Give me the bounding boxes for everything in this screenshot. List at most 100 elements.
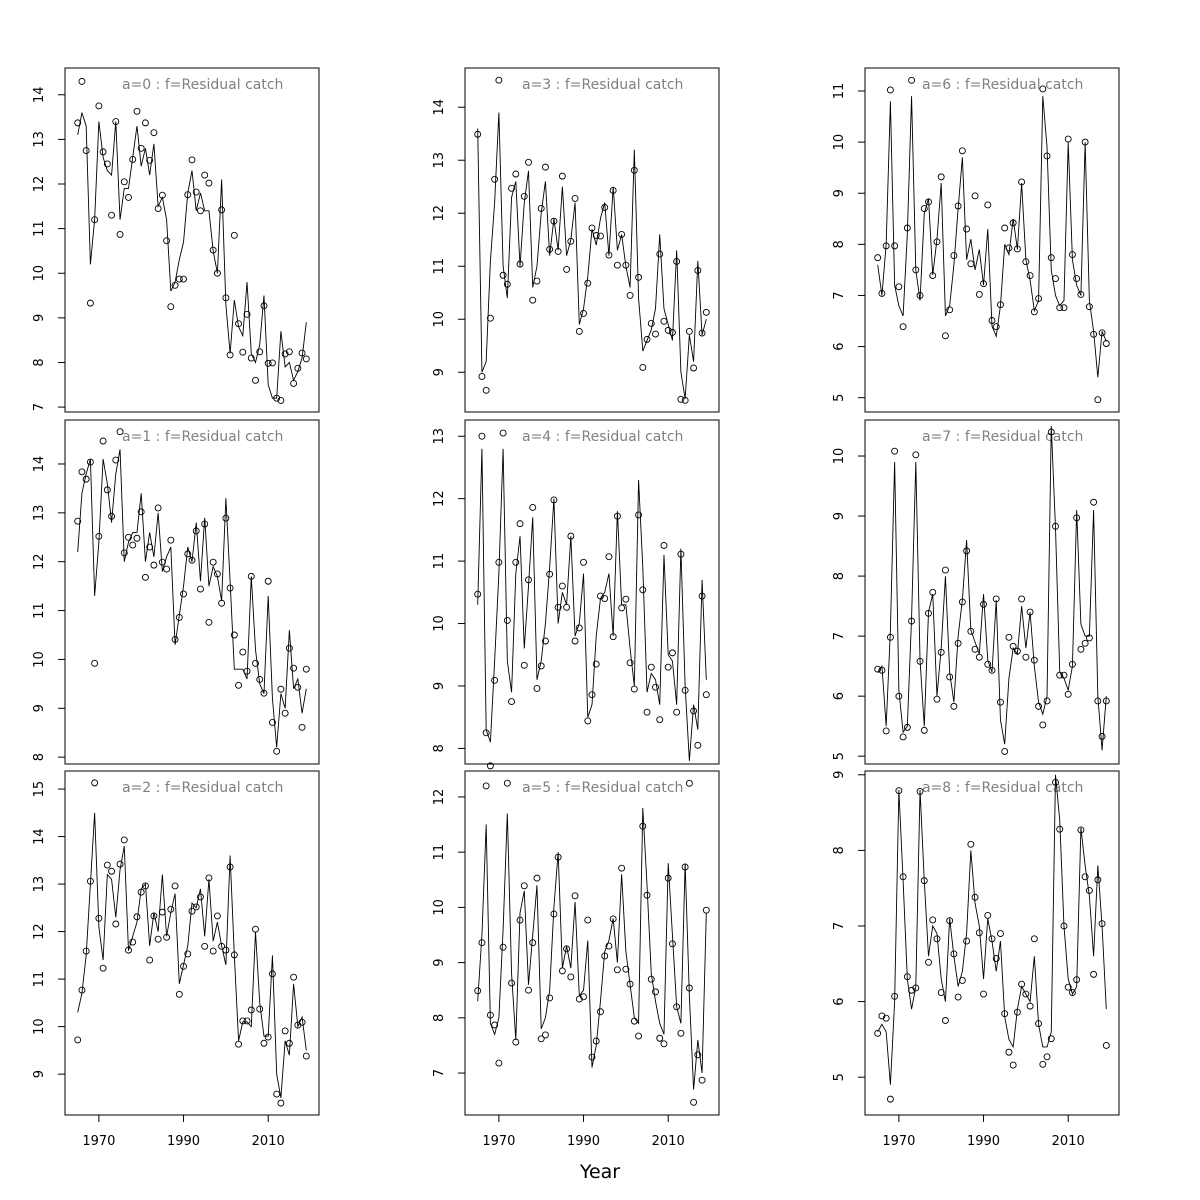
data-point <box>491 1021 499 1029</box>
data-point <box>980 990 987 998</box>
data-point <box>929 916 937 924</box>
y-tick-label: 5 <box>832 1073 847 1081</box>
data-point <box>503 779 511 787</box>
data-point <box>154 935 162 943</box>
data-point <box>512 170 520 178</box>
fitted-line <box>477 448 707 761</box>
y-tick-label: 8 <box>432 744 447 752</box>
y-tick-label: 5 <box>832 394 847 402</box>
data-point <box>290 973 298 981</box>
data-point <box>643 335 651 343</box>
panel: a=6 : f=Residual catch 5 6 7 8 9 10 11 <box>832 67 1120 413</box>
data-point <box>984 201 992 209</box>
data-point <box>941 332 949 340</box>
data-point <box>184 950 192 958</box>
data-point <box>525 158 532 166</box>
data-point <box>180 275 187 283</box>
data-point <box>167 303 175 311</box>
data-point <box>702 691 710 699</box>
data-point <box>213 912 221 920</box>
panel: a=8 : f=Residual catch 5 6 7 8 9 1970 1990 2010 <box>832 770 1120 1149</box>
panel-title: a=2 : f=Residual catch <box>122 780 283 796</box>
data-point <box>277 1099 285 1107</box>
data-point <box>567 973 575 981</box>
data-point <box>882 1014 890 1022</box>
y-tick-label: 13 <box>432 152 447 169</box>
data-point <box>563 265 571 273</box>
data-point <box>554 603 562 611</box>
y-tick-label: 14 <box>32 828 47 845</box>
data-point <box>512 558 520 566</box>
data-point <box>571 194 579 202</box>
data-point <box>664 663 672 671</box>
data-point <box>1094 876 1102 884</box>
data-point <box>660 1040 668 1048</box>
y-tick-label: 9 <box>832 189 847 197</box>
data-point <box>82 475 90 483</box>
panel: a=4 : f=Residual catch 8 9 10 11 12 13 <box>432 419 720 787</box>
y-tick-label: 12 <box>432 205 447 222</box>
data-point <box>141 573 149 581</box>
data-point <box>78 77 86 85</box>
data-point <box>673 708 681 716</box>
data-point <box>1039 721 1047 729</box>
data-point <box>571 892 579 900</box>
plot-frame <box>64 67 320 413</box>
y-tick-label: 9 <box>832 771 847 779</box>
y-tick-label: 11 <box>432 258 447 275</box>
y-tick-label: 7 <box>32 403 47 411</box>
data-point <box>937 173 945 181</box>
data-point <box>281 350 289 358</box>
x-tick-label: 1990 <box>967 1134 1000 1149</box>
data-point <box>188 156 196 164</box>
y-tick-label: 8 <box>32 358 47 366</box>
y-tick-label: 14 <box>32 456 47 473</box>
data-point <box>171 882 179 890</box>
data-point <box>1102 1041 1110 1049</box>
data-point <box>508 698 516 706</box>
plot-frame <box>464 67 720 413</box>
y-tick-label: 12 <box>432 789 447 806</box>
x-tick-label: 1990 <box>167 1134 200 1149</box>
fitted-line <box>477 807 707 1090</box>
data-point <box>601 595 609 603</box>
data-point <box>285 348 293 356</box>
x-axis-label: Year <box>579 1161 620 1183</box>
panel: a=1 : f=Residual catch 8 9 10 11 12 13 14 <box>32 419 320 765</box>
data-point <box>197 585 204 593</box>
y-tick-label: 7 <box>432 1069 447 1077</box>
data-point <box>120 836 128 844</box>
data-point <box>508 184 516 192</box>
data-point <box>482 386 490 394</box>
data-point <box>597 1008 604 1016</box>
data-point <box>613 966 621 974</box>
data-point <box>264 577 272 585</box>
y-tick-label: 10 <box>432 615 447 632</box>
data-point <box>146 156 154 164</box>
data-point <box>103 160 111 168</box>
panel: a=7 : f=Residual catch 5 6 7 8 9 10 <box>832 419 1120 765</box>
fitted-line <box>877 425 1107 751</box>
data-point <box>209 558 217 566</box>
data-point <box>677 395 685 403</box>
data-point <box>558 172 566 180</box>
data-point <box>980 600 987 608</box>
data-point <box>167 536 175 544</box>
y-tick-label: 10 <box>432 311 447 328</box>
data-point <box>925 958 932 966</box>
data-point <box>891 447 899 455</box>
data-point <box>495 76 503 84</box>
data-point <box>120 178 128 186</box>
data-point <box>247 354 255 362</box>
data-point <box>499 943 507 951</box>
data-point <box>243 310 251 318</box>
data-point <box>1090 970 1098 978</box>
data-point <box>192 903 200 911</box>
data-point <box>252 376 259 384</box>
y-tick-label: 15 <box>32 781 47 798</box>
y-tick-label: 10 <box>432 899 447 916</box>
panel: a=0 : f=Residual catch 7 8 9 10 11 12 13 14 <box>32 67 320 413</box>
data-point <box>580 993 587 1001</box>
data-point <box>525 986 532 994</box>
x-tick-label: 1970 <box>82 1134 115 1149</box>
